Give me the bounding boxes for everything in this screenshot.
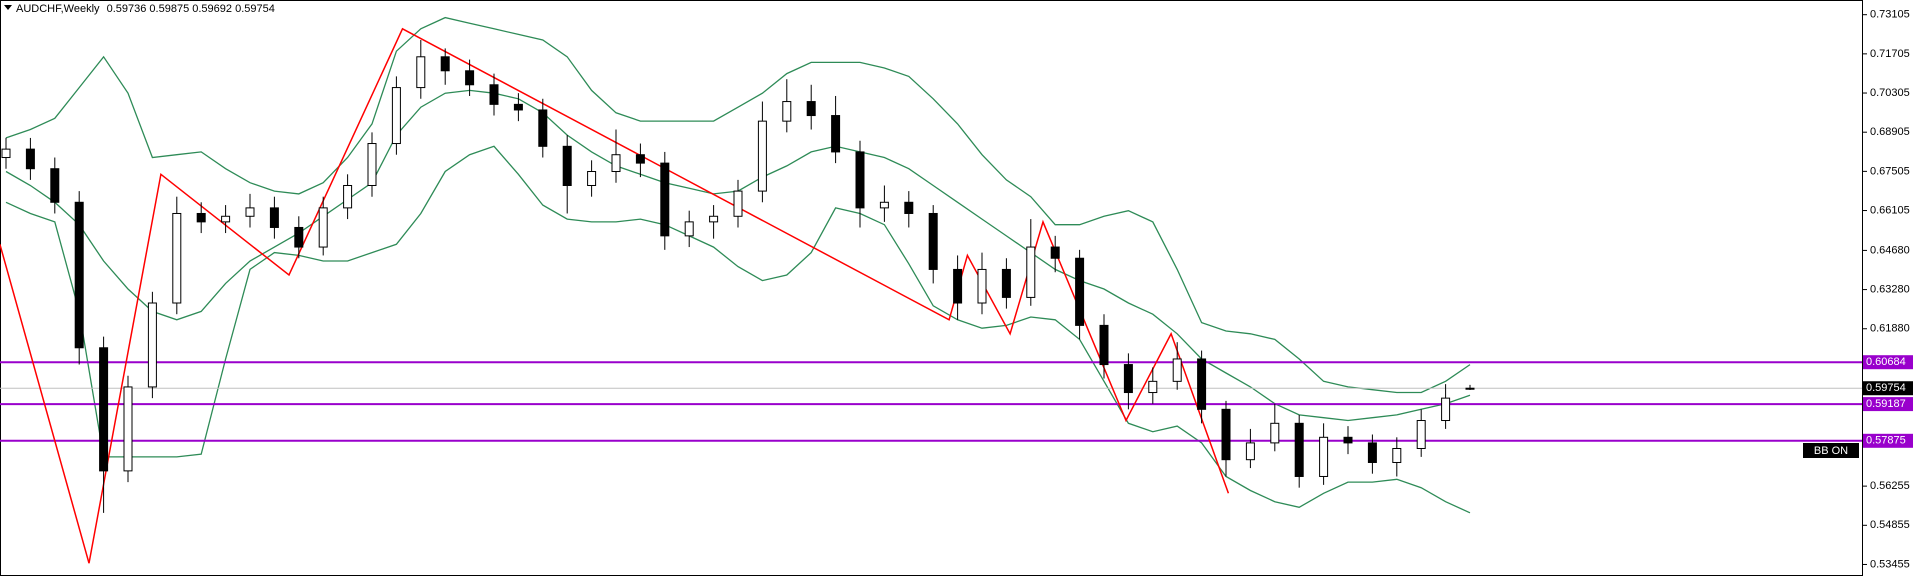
level-label-box (1863, 355, 1913, 370)
current-price-box (1863, 381, 1913, 396)
candle-body (294, 226, 304, 248)
level-label: 0.57875 (1866, 435, 1906, 447)
candle-body (757, 120, 767, 192)
candle-body (1343, 436, 1353, 444)
candle-body (1465, 387, 1475, 390)
candle-body (782, 101, 792, 122)
candle-body (221, 215, 231, 223)
candle-body (684, 221, 694, 237)
candle-body (245, 207, 255, 217)
candle-body (587, 171, 597, 186)
candle-body (1099, 324, 1109, 366)
candle-body (1270, 422, 1280, 444)
y-tick-label: 0.66105 (1870, 204, 1910, 216)
y-tick-label: 0.71705 (1870, 48, 1910, 60)
candle-body (99, 347, 109, 472)
candle-body (74, 201, 84, 349)
y-tick-label: 0.73105 (1870, 9, 1910, 21)
candle-body (1245, 442, 1255, 461)
candle-body (1001, 268, 1011, 298)
menu-arrow[interactable] (4, 5, 12, 10)
candle-body (1, 148, 11, 159)
candle-body (416, 56, 426, 89)
candle-body (343, 184, 353, 209)
candle-body (269, 207, 279, 228)
candle-body (440, 56, 450, 72)
candle-body (1123, 364, 1133, 394)
candle-body (1197, 358, 1207, 410)
y-tick-label: 0.64680 (1870, 244, 1910, 256)
candle-body (1050, 246, 1060, 259)
candle-body (953, 268, 963, 304)
candle-body (318, 207, 328, 248)
candle-body (25, 148, 35, 170)
candle-body (1319, 436, 1329, 477)
chart-header: AUDCHF,Weekly 0.59736 0.59875 0.59692 0.… (16, 3, 275, 15)
y-tick-label: 0.61880 (1870, 323, 1910, 335)
bollinger-lower (5, 145, 1471, 514)
candle-body (831, 115, 841, 153)
candle-body (977, 268, 987, 304)
candle-body (1221, 408, 1231, 461)
candle-body (465, 70, 475, 86)
y-tick-label: 0.53455 (1870, 558, 1910, 570)
candle-body (1367, 442, 1377, 463)
y-tick-label: 0.70305 (1870, 87, 1910, 99)
ohlc-close: 0.59754 (235, 3, 275, 15)
bollinger-upper (5, 16, 1471, 394)
candle-body (611, 154, 621, 173)
candle-body (635, 154, 645, 164)
candle-body (513, 103, 523, 111)
candle-body (879, 201, 889, 209)
y-tick-label: 0.54855 (1870, 519, 1910, 531)
candle-body (709, 215, 719, 223)
candle-body (50, 168, 60, 203)
level-label: 0.59187 (1866, 398, 1906, 410)
candle-body (147, 302, 157, 388)
y-tick-label: 0.68905 (1870, 126, 1910, 138)
candle-body (562, 145, 572, 186)
candle-body (1026, 246, 1036, 298)
y-tick-label: 0.67505 (1870, 165, 1910, 177)
indicator-box (1803, 443, 1859, 458)
candle-body (733, 190, 743, 217)
y-tick-label: 0.63280 (1870, 283, 1910, 295)
candle-body (367, 143, 377, 186)
candle-body (855, 151, 865, 209)
candle-body (489, 84, 499, 105)
candle-body (1075, 257, 1085, 326)
current-price-label: 0.59754 (1866, 382, 1906, 394)
level-label: 0.60684 (1866, 356, 1906, 368)
level-label-box (1863, 397, 1913, 412)
candle-body (904, 201, 914, 214)
candle-body (660, 162, 670, 237)
plot-frame (0, 0, 1863, 576)
candle-body (123, 386, 133, 472)
candle-body (1148, 380, 1158, 394)
candle-body (928, 212, 938, 270)
y-tick-label: 0.56255 (1870, 480, 1910, 492)
chart-title: AUDCHF,Weekly (16, 3, 100, 15)
indicator-label: BB ON (1814, 445, 1848, 457)
candle-body (172, 212, 182, 304)
level-label-box (1863, 433, 1913, 448)
ohlc-low: 0.59692 (192, 3, 232, 15)
candle-body (1416, 420, 1426, 449)
candle-body (1172, 358, 1182, 382)
ohlc-high: 0.59875 (149, 3, 189, 15)
candle-body (1441, 397, 1451, 422)
candle-body (1392, 447, 1402, 463)
candle-body (391, 87, 401, 145)
ohlc-open: 0.59736 (107, 3, 147, 15)
candle-body (196, 212, 206, 223)
candle-body (806, 101, 816, 117)
candle-body (1294, 422, 1304, 477)
candle-body (538, 109, 548, 147)
